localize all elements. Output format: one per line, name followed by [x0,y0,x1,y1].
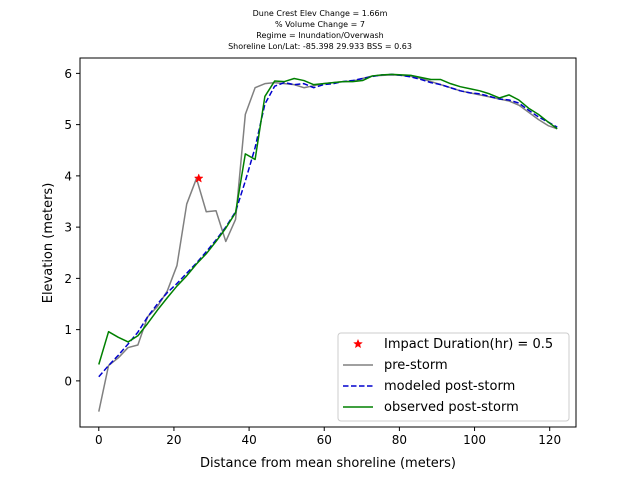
x-tick-label: 100 [463,433,486,447]
y-tick-label: 0 [64,374,72,388]
impact-duration-marker [193,173,204,183]
legend-label-pre-storm: pre-storm [384,358,448,373]
x-tick-label: 60 [317,433,332,447]
legend-frame [337,332,570,422]
legend-label-impact-duration: Impact Duration(hr) = 0.5 [384,337,553,352]
x-axis-label: Distance from mean shoreline (meters) [200,456,456,471]
legend-handle-impact-duration [353,338,363,349]
x-tick-label: 120 [538,433,561,447]
y-tick-label: 1 [64,323,72,337]
y-axis-label: Elevation (meters) [41,183,56,304]
plot-area: 0 20 40 60 80 100 120 0 1 2 3 4 5 6 [64,57,577,447]
title-line-1: Dune Crest Elev Change = 1.66m [253,9,388,18]
title-line-4: Shoreline Lon/Lat: -85.398 29.933 BSS = … [228,42,412,51]
legend-label-observed-post-storm: observed post-storm [384,400,519,415]
legend: Impact Duration(hr) = 0.5 pre-storm mode… [337,332,570,422]
title-line-3: Regime = Inundation/Overwash [256,31,383,40]
series-line-observed-post-storm [98,73,558,365]
y-tick-label: 2 [64,272,72,286]
axes-frame [79,57,577,428]
x-tick-label: 0 [95,433,103,447]
legend-label-modeled-post-storm: modeled post-storm [384,379,515,394]
x-tick-label: 20 [166,433,181,447]
y-tick-label: 5 [64,118,72,132]
series-line-modeled-post-storm [98,73,558,378]
chart-title: Dune Crest Elev Change = 1.66m % Volume … [228,9,412,51]
y-tick-label: 4 [64,169,72,183]
x-tick-label: 80 [392,433,407,447]
y-tick-label: 3 [64,221,72,235]
title-line-2: % Volume Change = 7 [275,20,365,29]
y-tick-label: 6 [64,67,72,81]
x-tick-label: 40 [241,433,256,447]
